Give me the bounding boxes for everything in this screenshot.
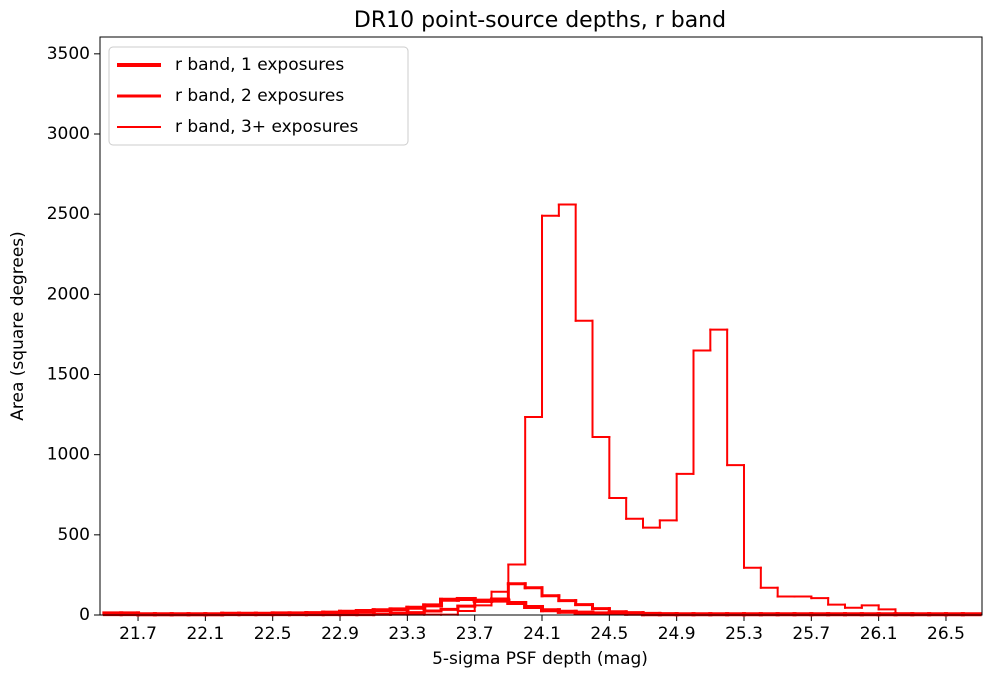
x-tick-label: 26.1: [860, 624, 898, 644]
x-tick-label: 26.5: [927, 624, 965, 644]
y-axis-label: Area (square degrees): [8, 231, 28, 421]
x-tick-label: 22.9: [321, 624, 359, 644]
x-tick-label: 22.5: [254, 624, 292, 644]
chart-title: DR10 point-source depths, r band: [354, 8, 726, 33]
y-tick-label: 2500: [47, 204, 90, 224]
y-tick-label: 1500: [47, 365, 90, 385]
legend-box: [108, 46, 409, 146]
plot-frame: [99, 36, 983, 616]
x-tick-label: 23.3: [388, 624, 426, 644]
y-tick-label: 3500: [47, 44, 90, 64]
y-tick-label: 1000: [47, 445, 90, 465]
x-tick-label: 25.7: [792, 624, 830, 644]
y-tick-label: 2000: [47, 284, 90, 304]
legend-label: r band, 1 exposures: [175, 55, 344, 75]
x-tick-label: 23.7: [456, 624, 494, 644]
y-tick-label: 3000: [47, 124, 90, 144]
legend-label: r band, 3+ exposures: [175, 117, 359, 137]
x-tick-label: 21.7: [119, 624, 157, 644]
x-tick-label: 24.1: [523, 624, 561, 644]
x-tick-label: 25.3: [725, 624, 763, 644]
x-axis-label: 5-sigma PSF depth (mag): [432, 649, 648, 669]
legend-label: r band, 2 exposures: [175, 86, 344, 106]
x-tick-label: 22.1: [186, 624, 224, 644]
x-tick-label: 24.9: [658, 624, 696, 644]
y-tick-label: 500: [58, 525, 90, 545]
x-tick-label: 24.5: [590, 624, 628, 644]
y-tick-label: 0: [79, 605, 90, 625]
